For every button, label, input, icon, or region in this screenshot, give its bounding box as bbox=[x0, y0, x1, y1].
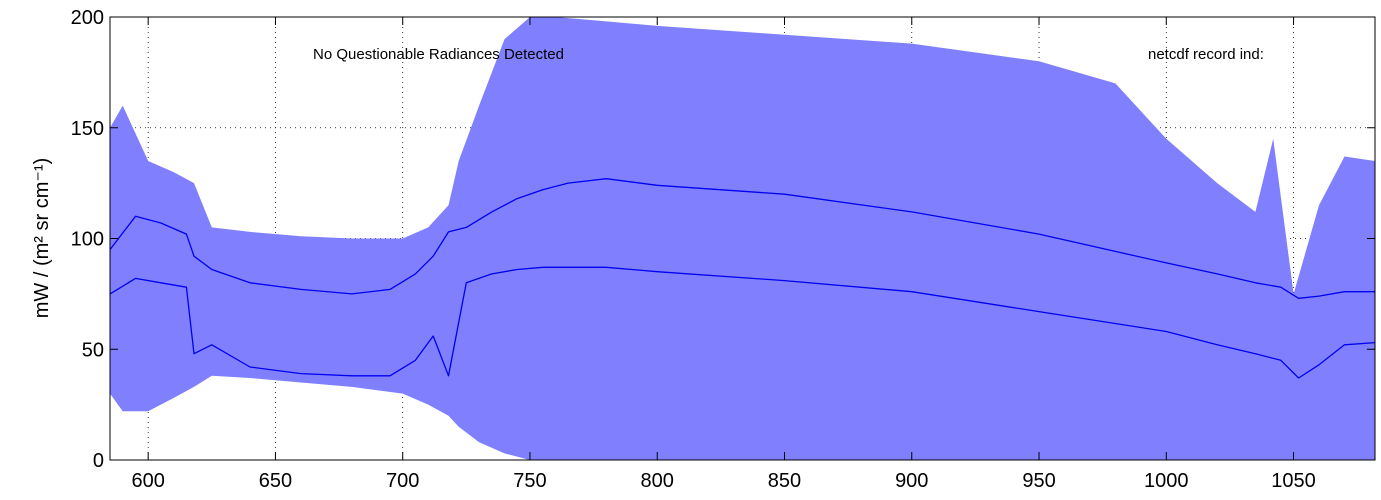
ticks: 600 650 700 750 800 850 900 950 1000 1050 0 50 100 15… bbox=[71, 7, 1375, 492]
y-tick-label: 150 bbox=[71, 118, 104, 140]
x-tick-label: 850 bbox=[768, 470, 801, 492]
y-tick-label: 100 bbox=[71, 229, 104, 251]
x-tick-label: 950 bbox=[1022, 470, 1055, 492]
radiance-envelope bbox=[110, 17, 1375, 460]
x-tick-label: 650 bbox=[259, 470, 292, 492]
x-tick-label: 600 bbox=[131, 470, 164, 492]
x-tick-label: 700 bbox=[386, 470, 419, 492]
y-tick-label: 0 bbox=[93, 450, 104, 472]
series-line-2 bbox=[109, 266, 1376, 379]
y-tick-label: 50 bbox=[82, 339, 104, 361]
y-axis-label: mW / (m² sr cm⁻¹) bbox=[31, 158, 53, 319]
x-tick-label: 900 bbox=[895, 470, 928, 492]
y-tick-label: 200 bbox=[71, 7, 104, 29]
plot-area bbox=[109, 17, 1376, 460]
annotation-no-questionable: No Questionable Radiances Detected bbox=[313, 46, 564, 63]
x-tick-label: 1000 bbox=[1144, 470, 1189, 492]
x-tick-label: 800 bbox=[641, 470, 674, 492]
x-tick-label: 1050 bbox=[1271, 470, 1316, 492]
annotation-record-index: netcdf record ind: bbox=[1148, 46, 1264, 63]
series-line-1 bbox=[109, 178, 1375, 299]
x-tick-label: 750 bbox=[513, 470, 546, 492]
